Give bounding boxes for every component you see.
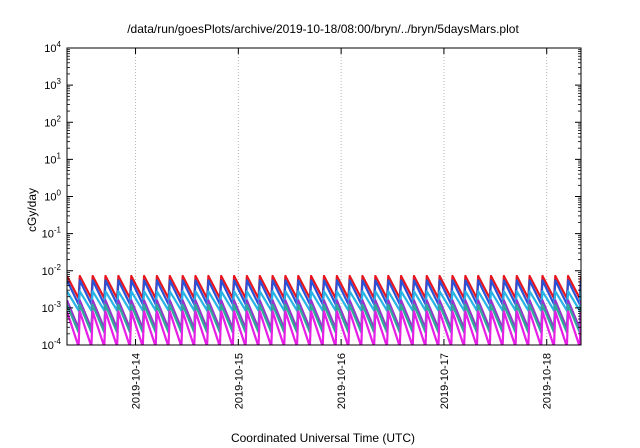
series-line-6	[67, 310, 581, 345]
chart-title: /data/run/goesPlots/archive/2019-10-18/0…	[127, 22, 519, 36]
y-tick-label: 103	[44, 77, 61, 92]
y-tick-label: 10-2	[42, 263, 62, 278]
y-tick-label: 102	[44, 114, 61, 129]
y-tick-label: 104	[44, 40, 61, 55]
y-axis-label: cGy/day	[25, 188, 39, 232]
x-tick-label: 2019-10-14	[131, 353, 143, 409]
y-tick-label: 10-3	[42, 300, 62, 315]
y-axis: 104 103 102 101 100 10-1 10-2 10-3 10-4	[42, 40, 581, 352]
y-tick-label: 100	[44, 189, 61, 204]
y-tick-label: 101	[44, 151, 61, 166]
x-tick-label: 2019-10-18	[542, 353, 554, 409]
y-tick-label: 10-4	[42, 337, 62, 352]
x-tick-label: 2019-10-17	[439, 353, 451, 409]
series-group	[67, 274, 581, 345]
x-axis: 2019-10-14 2019-10-15 2019-10-16 2019-10-17…	[131, 48, 554, 409]
x-axis-label: Coordinated Universal Time (UTC)	[231, 431, 415, 445]
x-tick-label: 2019-10-16	[336, 353, 348, 409]
y-tick-label: 10-1	[42, 226, 62, 241]
x-tick-label: 2019-10-15	[233, 353, 245, 409]
